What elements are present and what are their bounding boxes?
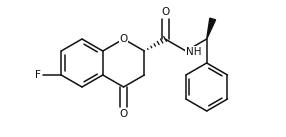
Text: O: O (120, 34, 128, 44)
Text: O: O (120, 109, 128, 119)
Text: F: F (35, 70, 41, 80)
Text: O: O (161, 7, 169, 17)
Polygon shape (207, 18, 216, 39)
Text: NH: NH (186, 47, 201, 57)
